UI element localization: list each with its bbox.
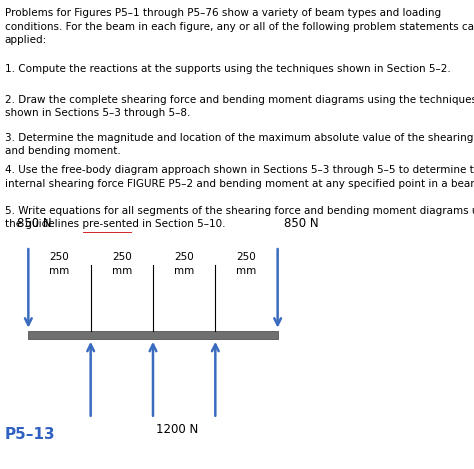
Text: mm: mm [237,265,256,275]
Text: P5–13: P5–13 [5,427,55,442]
Text: 850 N: 850 N [17,217,51,230]
Text: 1. Compute the reactions at the supports using the techniques shown in Section 5: 1. Compute the reactions at the supports… [5,64,450,74]
Text: mm: mm [112,265,132,275]
Text: mm: mm [174,265,194,275]
Text: 1200 N: 1200 N [156,424,199,436]
Text: 250: 250 [50,252,69,263]
Text: 3. Determine the magnitude and location of the maximum absolute value of the she: 3. Determine the magnitude and location … [5,133,474,156]
Text: 850 N: 850 N [284,217,319,230]
Text: 250: 250 [174,252,194,263]
Text: Problems for Figures P5–1 through P5–76 show a variety of beam types and loading: Problems for Figures P5–1 through P5–76 … [5,8,474,45]
Text: mm: mm [49,265,70,275]
Bar [28,331,278,339]
Text: 2. Draw the complete shearing force and bending moment diagrams using the techni: 2. Draw the complete shearing force and … [5,95,474,118]
Text: 250: 250 [112,252,132,263]
Text: 250: 250 [237,252,256,263]
Text: 5. Write equations for all segments of the shearing force and bending moment dia: 5. Write equations for all segments of t… [5,205,474,229]
Text: 4. Use the free-body diagram approach shown in Sections 5–3 through 5–5 to deter: 4. Use the free-body diagram approach sh… [5,166,474,189]
